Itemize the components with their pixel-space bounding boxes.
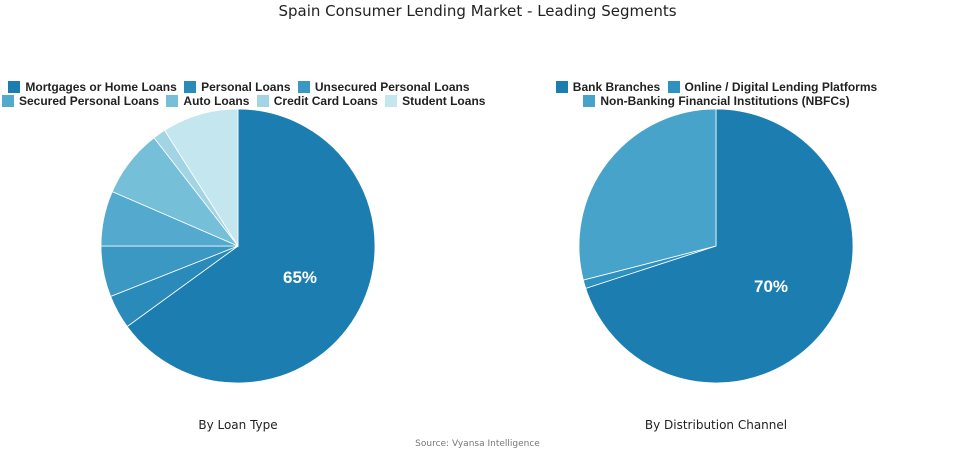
legend-label: Mortgages or Home Loans <box>25 80 177 94</box>
legend-item[interactable]: Auto Loans <box>166 94 249 108</box>
legend-label: Student Loans <box>402 94 486 108</box>
legend-label: Non-Banking Financial Institutions (NBFC… <box>600 94 850 108</box>
legend-label: Unsecured Personal Loans <box>314 80 470 94</box>
legend-label: Personal Loans <box>201 80 291 94</box>
legend-item[interactable]: Secured Personal Loans <box>2 94 159 108</box>
legend-label: Online / Digital Lending Platforms <box>684 80 878 94</box>
data-label: 65% <box>283 268 317 287</box>
legend-swatch <box>385 95 398 107</box>
legend-swatch <box>8 81 21 93</box>
legend-swatch <box>184 81 197 93</box>
source-note: Source: Vyansa Intelligence <box>415 439 540 449</box>
legend-item[interactable]: Mortgages or Home Loans <box>8 80 177 94</box>
data-label: 70% <box>754 277 788 296</box>
legend-item[interactable]: Unsecured Personal Loans <box>297 80 470 94</box>
legend-label: Credit Card Loans <box>273 94 378 108</box>
legend-swatch <box>2 95 14 107</box>
legend-item[interactable]: Personal Loans <box>184 80 291 94</box>
legend-swatch <box>166 95 179 107</box>
chart-title: Spain Consumer Lending Market - Leading … <box>278 2 677 20</box>
legend-loan-type: Mortgages or Home Loans Personal Loans U… <box>0 80 485 108</box>
legend-label: Bank Branches <box>572 80 661 94</box>
pie-slice-bank-branches[interactable] <box>585 108 854 384</box>
legend-swatch <box>667 81 680 93</box>
pie-slice-non-banking-financial-institutions-nbfcs[interactable] <box>578 108 717 281</box>
legend-label: Secured Personal Loans <box>19 94 160 108</box>
subtitle-distribution-channel: By Distribution Channel <box>644 418 788 432</box>
legend-distribution-channel: Bank Branches Online / Digital Lending P… <box>478 80 955 108</box>
legend-label: Auto Loans <box>183 94 250 108</box>
legend-swatch <box>256 95 269 107</box>
legend-item[interactable]: Credit Card Loans <box>256 94 378 108</box>
pie-slice-student-loans[interactable] <box>164 108 239 248</box>
legend-item[interactable]: Bank Branches <box>555 80 661 94</box>
legend-item[interactable]: Online / Digital Lending Platforms <box>667 80 878 94</box>
legend-swatch <box>583 95 596 107</box>
legend-swatch <box>555 81 568 93</box>
legend-item[interactable]: Student Loans <box>385 94 485 108</box>
pie-chart-loan-type: 65% <box>100 108 376 384</box>
legend-item[interactable]: Non-Banking Financial Institutions (NBFC… <box>583 94 850 108</box>
subtitle-loan-type: By Loan Type <box>198 418 278 432</box>
legend-swatch <box>297 81 310 93</box>
pie-slice-mortgages-or-home-loans[interactable] <box>126 108 376 384</box>
